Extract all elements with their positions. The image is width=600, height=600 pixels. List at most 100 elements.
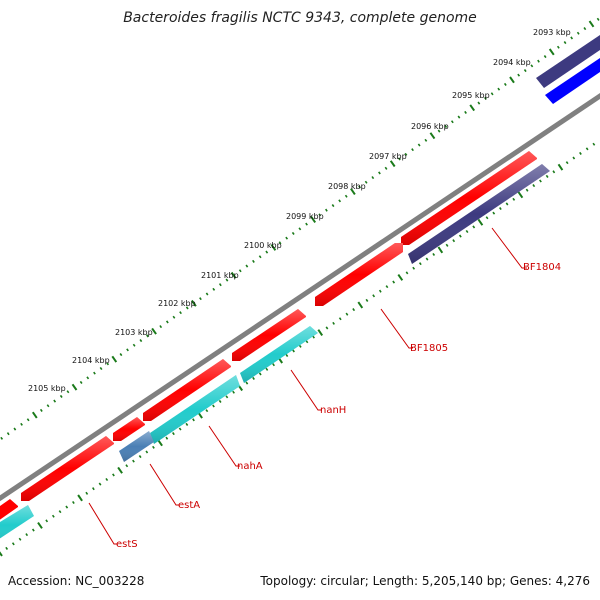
tick-label-2102: 2102 kbp <box>158 299 196 308</box>
ruler-dot <box>371 176 375 180</box>
leader-line-bf1805 <box>380 308 413 349</box>
ruler-dot <box>539 179 542 183</box>
reverse-strand-genes <box>0 35 600 539</box>
ruler-dot <box>472 225 476 229</box>
ruler-tick <box>151 327 157 335</box>
ruler-dot <box>418 262 422 266</box>
ruler-dot <box>450 120 454 124</box>
ruler-dot <box>565 161 569 165</box>
ruler-dot <box>165 436 169 440</box>
ruler-dot <box>39 408 43 412</box>
ruler-tick <box>389 160 396 168</box>
gene-bar-navy-top[interactable] <box>536 35 600 88</box>
ruler-dot <box>106 362 110 366</box>
ruler-tick <box>557 163 564 171</box>
ruler-dot <box>331 204 335 208</box>
ruler-dot <box>232 390 235 394</box>
ruler-dot <box>252 259 255 263</box>
ruler-dot <box>58 510 62 514</box>
tick-label-2098: 2098 kbp <box>328 182 366 191</box>
ruler-dot <box>79 380 83 384</box>
ruler-dot <box>178 427 182 431</box>
gene-bar-blue-top[interactable] <box>545 58 600 104</box>
ruler-dot <box>505 202 509 206</box>
gene-label-bf1805[interactable]: BF1805 <box>410 343 448 354</box>
gene-label-nanh[interactable]: nanH <box>320 405 346 416</box>
gene-label-ests[interactable]: estS <box>116 539 138 550</box>
ruler-dot <box>445 243 449 247</box>
ruler-dot <box>404 152 408 156</box>
genome-backbone <box>0 93 600 502</box>
ruler-dot <box>66 390 70 394</box>
ruler-dot <box>258 372 262 376</box>
ruler-dot <box>59 394 63 398</box>
ruler-tick <box>157 439 163 447</box>
ruler-dot <box>530 64 534 68</box>
ruler-dot <box>392 280 396 284</box>
ruler-dot <box>412 266 416 270</box>
gene-label-bf1804[interactable]: BF1804 <box>523 262 561 273</box>
ruler-dot <box>298 227 302 231</box>
ruler-tick <box>437 246 444 254</box>
tick-label-2094: 2094 kbp <box>493 58 531 67</box>
ruler-dot <box>583 27 587 31</box>
ruler-dot <box>11 542 15 546</box>
tick-label-2104: 2104 kbp <box>72 356 110 365</box>
ruler-dot <box>497 87 501 91</box>
tick-labels: 2093 kbp 2094 kbp 2095 kbp 2096 kbp 2097… <box>28 28 571 393</box>
ruler-dot <box>585 147 589 151</box>
ruler-dot <box>556 45 560 49</box>
ruler-dot <box>218 399 222 403</box>
gene-arrow-partial-left[interactable] <box>0 499 18 521</box>
ruler-tick <box>31 411 38 419</box>
gene-labels: BF1804 BF1805 nanH nahA estA estS <box>88 227 561 550</box>
ruler-tick <box>190 299 197 307</box>
gene-label-esta[interactable]: estA <box>178 500 200 511</box>
ruler-dot <box>338 199 342 203</box>
ruler-dot <box>132 459 135 463</box>
ruler-dot <box>344 194 348 198</box>
ruler-dot <box>490 92 494 96</box>
ruler-tick <box>429 132 436 140</box>
tick-label-2099: 2099 kbp <box>286 212 324 221</box>
ruler-dot <box>579 151 582 155</box>
ruler-dot <box>452 239 456 243</box>
tick-label-2095: 2095 kbp <box>452 91 490 100</box>
ruler-dot <box>86 376 90 380</box>
ruler-dot <box>105 477 109 482</box>
leader-line-esta <box>149 463 180 506</box>
ruler-dot <box>532 184 536 188</box>
ruler-tick <box>588 20 595 28</box>
ruler-dot <box>352 308 356 312</box>
ruler-tick <box>350 188 356 195</box>
ruler-dot <box>192 418 195 422</box>
ruler-dot <box>99 366 103 371</box>
ruler-dot <box>545 174 549 178</box>
forward-strand-genes <box>0 151 537 521</box>
map-title: Bacteroides fragilis NCTC 9343, complete… <box>123 10 477 26</box>
ruler-dot <box>272 363 275 367</box>
ruler-dot <box>432 252 436 256</box>
ruler-dot <box>305 222 308 226</box>
ruler-dot <box>338 317 342 321</box>
ruler-dot <box>325 208 328 212</box>
ruler-dot <box>477 101 481 105</box>
ruler-dot <box>199 297 202 301</box>
tick-label-2096: 2096 kbp <box>411 122 449 131</box>
ruler-tick <box>357 301 364 309</box>
leader-line-bf1804 <box>491 227 527 269</box>
ruler-dot <box>465 229 469 234</box>
ruler-dot <box>464 110 467 114</box>
ruler-dot <box>132 343 136 347</box>
ruler-dot <box>517 73 521 77</box>
ruler-dot <box>397 157 401 161</box>
ruler-dot <box>126 348 129 352</box>
outer-ruler <box>0 17 600 440</box>
gene-label-naha[interactable]: nahA <box>237 461 263 472</box>
ruler-dot <box>98 482 102 486</box>
ruler-dot <box>563 41 567 45</box>
ruler-dot <box>85 491 89 495</box>
ruler-dot <box>484 96 487 100</box>
